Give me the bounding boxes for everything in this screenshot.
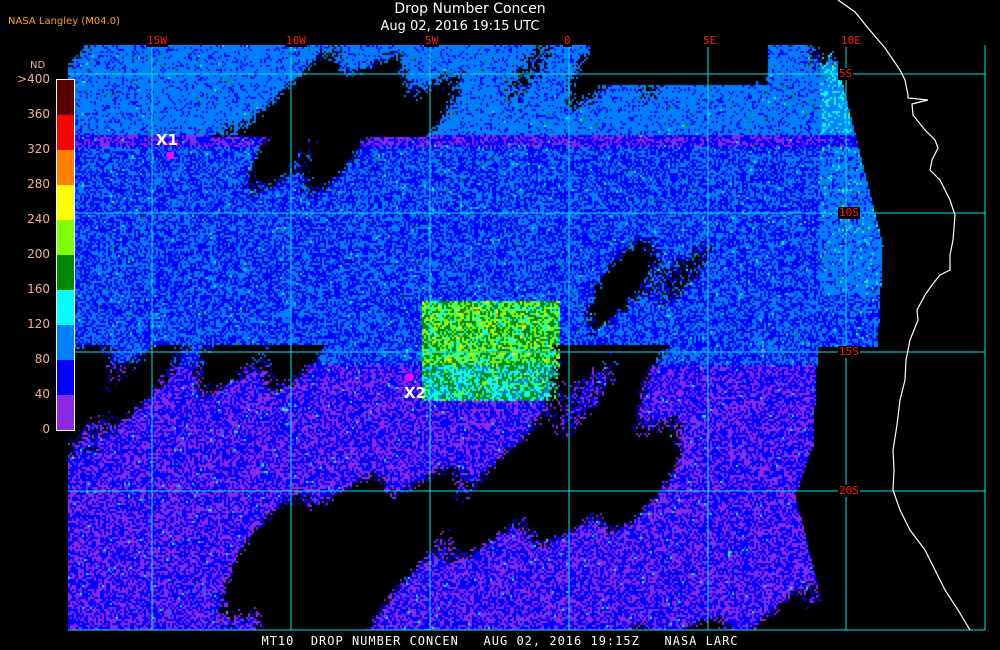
lon-label: 15W: [146, 34, 168, 47]
colorbar-tick: 160: [27, 282, 50, 296]
lat-lon-grid: [68, 45, 986, 631]
colorbar-segment: [57, 80, 74, 115]
colorbar-segment: [57, 395, 74, 430]
colorbar-segment: [57, 220, 74, 255]
colorbar-segment: [57, 290, 74, 325]
colorbar-unit: ND: [30, 60, 46, 71]
coastline: [837, 0, 971, 631]
colorbar-tick: 40: [34, 387, 50, 401]
colorbar-segment: [57, 255, 74, 290]
lon-label: 5W: [424, 34, 440, 47]
colorbar-tick: 360: [27, 107, 50, 121]
colorbar-tick: 240: [27, 212, 50, 226]
map-title: Drop Number Concen: [394, 1, 546, 17]
lat-label: 10S: [838, 206, 860, 219]
colorbar-segment: [57, 150, 74, 185]
colorbar-tick: 320: [27, 142, 50, 156]
marker-x2-label: X2: [404, 384, 427, 402]
satellite-image: [68, 45, 985, 630]
marker-x2: [406, 374, 413, 381]
lon-label: 10E: [840, 34, 862, 47]
colorbar-tick: >400: [17, 72, 50, 86]
colorbar-tick: 120: [27, 317, 50, 331]
colorbar: [56, 79, 75, 431]
colorbar-tick: 280: [27, 177, 50, 191]
lat-label: 15S: [838, 345, 860, 358]
lon-label: 5E: [702, 34, 718, 47]
colorbar-tick: 0: [42, 422, 50, 436]
footer-caption: MT10 DROP NUMBER CONCEN AUG 02, 2016 19:…: [261, 634, 739, 648]
lon-label: 0: [563, 34, 572, 47]
map-datetime: Aug 02, 2016 19:15 UTC: [380, 19, 540, 34]
colorbar-segment: [57, 185, 74, 220]
marker-x1: [167, 152, 174, 159]
colorbar-segment: [57, 360, 74, 395]
lat-label: 5S: [838, 67, 854, 80]
org-label: NASA Langley (M04.0): [8, 16, 120, 27]
colorbar-segment: [57, 325, 74, 360]
marker-x1-label: X1: [156, 131, 179, 149]
colorbar-segment: [57, 115, 74, 150]
lon-label: 10W: [285, 34, 307, 47]
colorbar-tick: 200: [27, 247, 50, 261]
lat-label: 20S: [838, 484, 860, 497]
colorbar-tick: 80: [34, 352, 50, 366]
